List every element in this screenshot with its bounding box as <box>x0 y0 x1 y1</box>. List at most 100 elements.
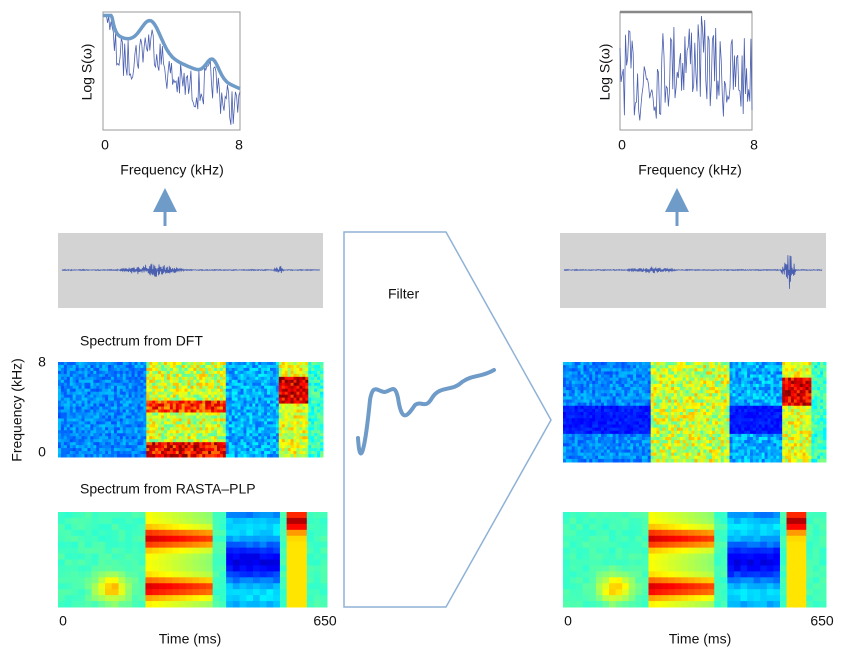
spectrogram-cell <box>270 454 274 458</box>
spectrogram-cell <box>279 523 288 531</box>
spectrogram-cell <box>314 427 318 431</box>
spectrogram-cell <box>275 373 280 378</box>
spectrogram-cell <box>600 455 605 460</box>
spectrogram-cell <box>155 424 159 428</box>
spectrogram-cell <box>102 391 106 396</box>
spectrogram-cell <box>592 387 596 391</box>
spectrogram-cell <box>116 403 121 408</box>
spectrogram-cell <box>81 391 85 396</box>
spectrogram-cell <box>145 553 153 560</box>
spectrogram-cell <box>60 394 65 399</box>
spectrogram-cell <box>202 439 206 443</box>
spectrogram-cell <box>595 412 599 416</box>
spectrogram-cell <box>231 451 236 455</box>
spectrum-plot <box>619 15 753 121</box>
spectrogram-cell <box>679 368 684 372</box>
spectrogram-cell <box>592 415 596 419</box>
spectrogram-cell <box>286 547 294 555</box>
spectrogram-cell <box>624 418 628 422</box>
spectrogram-cell <box>278 364 283 369</box>
spectrogram-cell <box>650 396 655 401</box>
spectrogram-cell <box>199 427 203 431</box>
spectrogram-cell <box>99 364 103 369</box>
spectrogram-cell <box>571 415 576 419</box>
spectrogram-cell <box>172 577 180 584</box>
spectrogram-cell <box>91 577 99 584</box>
spectrogram-cell <box>627 393 631 397</box>
spectrogram-cell <box>111 397 115 402</box>
spectrogram-cell <box>119 391 124 396</box>
spectrogram-cell <box>84 379 88 384</box>
spectrogram-cell <box>169 433 174 437</box>
spectrogram-cell <box>580 418 584 422</box>
spectrogram-cell <box>181 370 186 375</box>
spectrogram-cell <box>64 601 72 608</box>
spectrogram-cell <box>118 583 126 590</box>
spectrogram-cell <box>674 427 678 432</box>
spectrogram-cell <box>63 394 68 399</box>
spectrogram-cell <box>96 445 100 449</box>
spectrogram-cell <box>676 383 681 388</box>
spectrogram-cell <box>246 379 250 384</box>
spectrogram-cell <box>78 362 83 366</box>
spectrogram-cell <box>118 523 126 531</box>
spectrogram-cell <box>122 379 127 384</box>
spectrogram-cell <box>624 377 628 382</box>
spectrogram-cell <box>122 448 127 452</box>
spectrogram-cell <box>252 403 256 408</box>
spectrogram-cell <box>99 397 103 402</box>
spectrogram-cell <box>638 408 643 413</box>
spectrogram-cell <box>93 379 97 384</box>
spectrogram-cell <box>172 565 180 572</box>
spectrogram-cell <box>239 583 247 590</box>
spectrogram-cell <box>270 376 274 381</box>
spectrogram-cell <box>205 412 209 416</box>
spectrogram-cell <box>630 455 634 460</box>
spectrogram-cell <box>239 565 247 572</box>
spectrogram-cell <box>199 388 203 393</box>
spectrogram-cell <box>279 601 288 608</box>
spectrogram-cell <box>290 433 295 437</box>
spectrogram-cell <box>211 394 215 399</box>
spectrogram-cell <box>184 442 189 446</box>
spectrogram-cell <box>598 408 602 413</box>
spectrogram-cell <box>633 427 637 432</box>
spectrogram-cell <box>595 365 599 369</box>
spectrogram-cell <box>60 364 65 369</box>
spectrogram-cell <box>165 571 173 578</box>
spectrogram-cell <box>644 437 649 441</box>
spectrogram-cell <box>231 439 236 443</box>
spectrogram-cell <box>78 541 86 549</box>
spectrogram-cell <box>264 454 268 458</box>
spectrogram-cell <box>81 367 85 372</box>
spectrogram-cell <box>577 415 582 419</box>
spectrogram-cell <box>87 385 91 390</box>
spectrogram-cell <box>252 436 256 440</box>
spectrogram-cell <box>638 402 643 407</box>
spectrogram-cell <box>302 376 306 381</box>
spectrogram-cell <box>137 376 141 381</box>
spectrogram-cell <box>199 394 203 399</box>
spectrogram-cell <box>671 446 675 451</box>
spectrogram-cell <box>146 364 150 369</box>
spectrogram-cell <box>621 390 625 394</box>
spectrogram-cell <box>90 373 94 378</box>
spectrogram-cell <box>202 409 206 413</box>
spectrogram-cell <box>278 418 283 422</box>
spectrogram-cell <box>279 571 288 578</box>
spectrogram-cell <box>205 409 209 413</box>
spectrogram-cell <box>63 379 68 384</box>
spectrogram-cell <box>270 424 274 428</box>
spectrogram-cell <box>240 403 244 408</box>
spectrogram-cell <box>636 427 640 432</box>
spectrogram-cell <box>682 390 687 394</box>
spectrogram-cell <box>275 385 280 390</box>
spectrogram-cell <box>267 439 271 443</box>
spectrogram-cell <box>219 430 224 434</box>
spectrogram-cell <box>64 589 72 596</box>
spectrogram-cell <box>299 376 303 381</box>
spectrogram-cell <box>656 421 660 426</box>
spectrogram-cell <box>665 362 669 366</box>
spectrogram-cell <box>266 577 274 584</box>
spectrogram-cell <box>93 439 97 443</box>
